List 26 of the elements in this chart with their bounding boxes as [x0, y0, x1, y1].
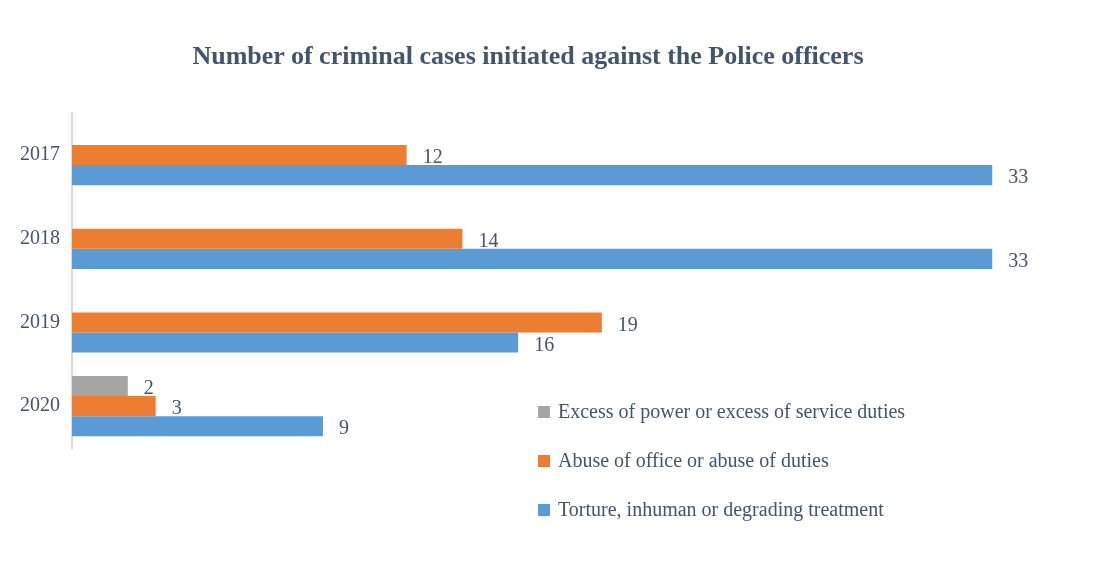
y-tick-label: 2020 [20, 393, 60, 416]
legend-label: Excess of power or excess of service duties [558, 400, 906, 423]
bar [72, 248, 993, 269]
y-tick-label: 2018 [20, 226, 60, 248]
data-label: 33 [1008, 165, 1029, 188]
legend-label: Abuse of office or abuse of duties [558, 449, 829, 472]
bar [72, 376, 128, 397]
data-label: 33 [1008, 249, 1029, 272]
bar [72, 416, 323, 437]
y-tick-label: 2017 [20, 142, 60, 165]
data-label: 12 [422, 145, 443, 168]
bar [72, 396, 156, 417]
legend-label: Torture, inhuman or degrading treatment [558, 498, 884, 521]
data-label: 2 [143, 376, 154, 399]
bar [72, 332, 519, 353]
bar [72, 228, 463, 249]
data-label: 14 [478, 229, 499, 251]
data-label: 9 [338, 416, 349, 439]
bar [72, 165, 993, 186]
data-label: 3 [171, 396, 182, 419]
bar [72, 145, 407, 166]
data-label: 19 [617, 312, 638, 335]
bar [72, 312, 602, 333]
y-tick-label: 2019 [20, 309, 60, 332]
chart-title: Number of criminal cases initiated against the Police officers [192, 41, 864, 71]
data-label: 16 [534, 332, 555, 355]
